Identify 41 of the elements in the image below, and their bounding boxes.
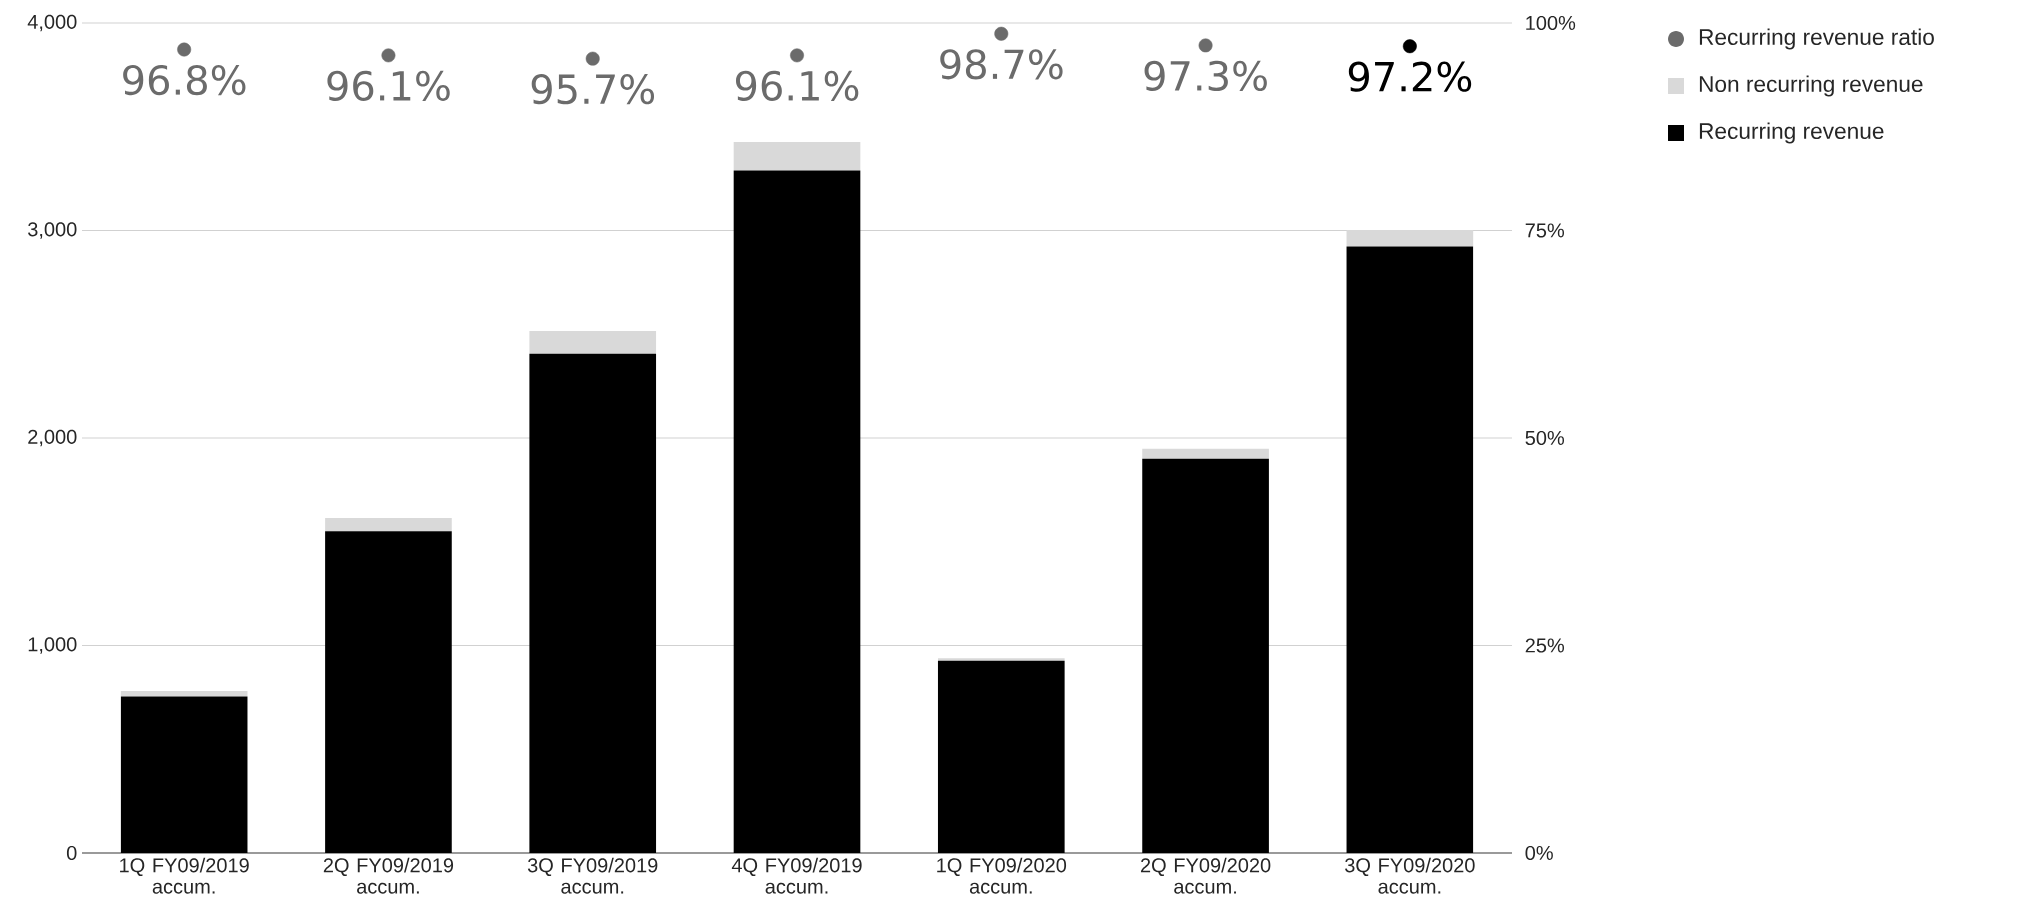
x-tick-label: 4Q FY09/2019 accum. <box>731 857 862 894</box>
y2-tick-label: 75% <box>1525 223 1565 238</box>
y-tick-label: 2,000 <box>28 429 77 447</box>
bar <box>1346 246 1474 853</box>
y2-tick-label: 25% <box>1525 638 1565 653</box>
data-label: 95.7% <box>531 74 655 105</box>
legend-label: Recurring revenue <box>1699 122 1884 144</box>
legend-label: Non recurring revenue <box>1699 75 1923 97</box>
bar <box>937 660 1065 853</box>
y-tick-label: 3,000 <box>28 222 77 239</box>
bar <box>733 141 861 171</box>
y2-tick-label: 100% <box>1526 15 1576 31</box>
data-label: 96.1% <box>735 70 859 101</box>
bar <box>733 170 861 853</box>
data-label: 96.8% <box>123 64 246 96</box>
data-label: 97.2% <box>1348 61 1472 92</box>
y-tick-label: 1,000 <box>28 637 77 654</box>
data-label: 96.1% <box>327 70 450 101</box>
y-tick-label: 4,000 <box>27 14 77 32</box>
y2-tick-label: 0% <box>1525 845 1553 861</box>
bar <box>937 658 1065 661</box>
bar <box>325 518 452 532</box>
y2-tick-label: 50% <box>1525 430 1565 446</box>
x-tick-label: 3Q FY09/2020 accum. <box>1345 857 1475 894</box>
bar <box>1346 230 1474 247</box>
bar <box>325 531 452 853</box>
data-label: 97.3% <box>1144 60 1267 92</box>
bar <box>1142 458 1269 853</box>
y-tick-label: 0 <box>66 845 77 861</box>
x-tick-label: 1Q FY09/2020 accum. <box>937 857 1067 894</box>
bar <box>120 690 248 697</box>
bar <box>120 696 248 853</box>
bar <box>529 331 657 354</box>
legend-label: Recurring revenue ratio <box>1699 28 1934 50</box>
data-label: 98.7% <box>940 49 1063 80</box>
bar <box>1142 448 1269 459</box>
x-tick-label: 2Q FY09/2019 accum. <box>323 857 454 894</box>
x-tick-label: 1Q FY09/2019 accum. <box>120 857 249 894</box>
bar <box>529 353 657 853</box>
x-tick-label: 2Q FY09/2020 accum. <box>1140 857 1271 894</box>
x-tick-label: 3Q FY09/2019 accum. <box>527 857 658 894</box>
